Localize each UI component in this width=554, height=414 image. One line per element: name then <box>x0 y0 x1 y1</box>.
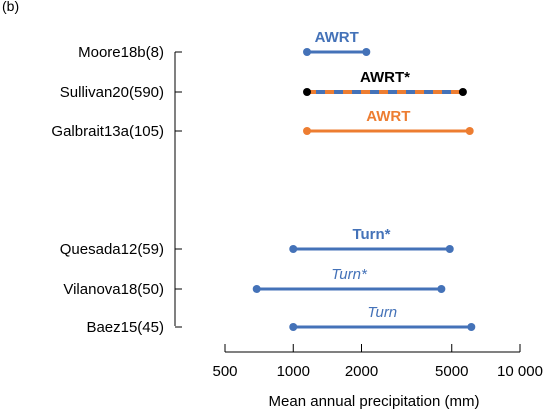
x-tick-label-4: 10 000 <box>497 363 543 380</box>
x-tick-label-3: 5000 <box>435 363 468 380</box>
range-label-1: AWRT* <box>360 69 410 86</box>
x-tick-label-1: 1000 <box>277 363 310 380</box>
study-label-5: Baez15(45) <box>86 319 164 336</box>
study-label-2: Galbrait13a(105) <box>51 123 164 140</box>
range-label-5: Turn <box>367 304 397 321</box>
panel-label: (b) <box>2 0 19 14</box>
range-max-point-2 <box>465 127 474 135</box>
x-axis-title: Mean annual precipitation (mm) <box>269 393 480 410</box>
range-min-point-5 <box>289 323 298 331</box>
range-label-0: AWRT <box>315 29 359 46</box>
range-max-point-4 <box>437 285 446 293</box>
range-min-point-3 <box>289 245 298 253</box>
x-tick-label-0: 500 <box>212 363 237 380</box>
range-min-point-2 <box>303 127 312 135</box>
x-tick-label-2: 2000 <box>345 363 378 380</box>
chart-marks: 500 1000 2000 5000 10 000 Moore18b(8) AWRT Sull… <box>51 29 543 380</box>
study-label-0: Moore18b(8) <box>78 44 164 61</box>
range-label-2: AWRT <box>366 108 410 125</box>
range-min-point-1 <box>303 88 312 96</box>
range-label-4: Turn* <box>331 266 368 283</box>
range-min-point-4 <box>252 285 261 293</box>
study-label-4: Vilanova18(50) <box>63 281 164 298</box>
range-max-point-5 <box>467 323 476 331</box>
study-label-1: Sullivan20(590) <box>60 84 164 101</box>
range-label-3: Turn* <box>352 226 390 243</box>
range-min-point-0 <box>303 48 312 56</box>
range-max-point-3 <box>445 245 454 253</box>
study-label-3: Quesada12(59) <box>60 241 164 258</box>
range-max-point-0 <box>362 48 371 56</box>
range-max-point-1 <box>458 88 467 96</box>
